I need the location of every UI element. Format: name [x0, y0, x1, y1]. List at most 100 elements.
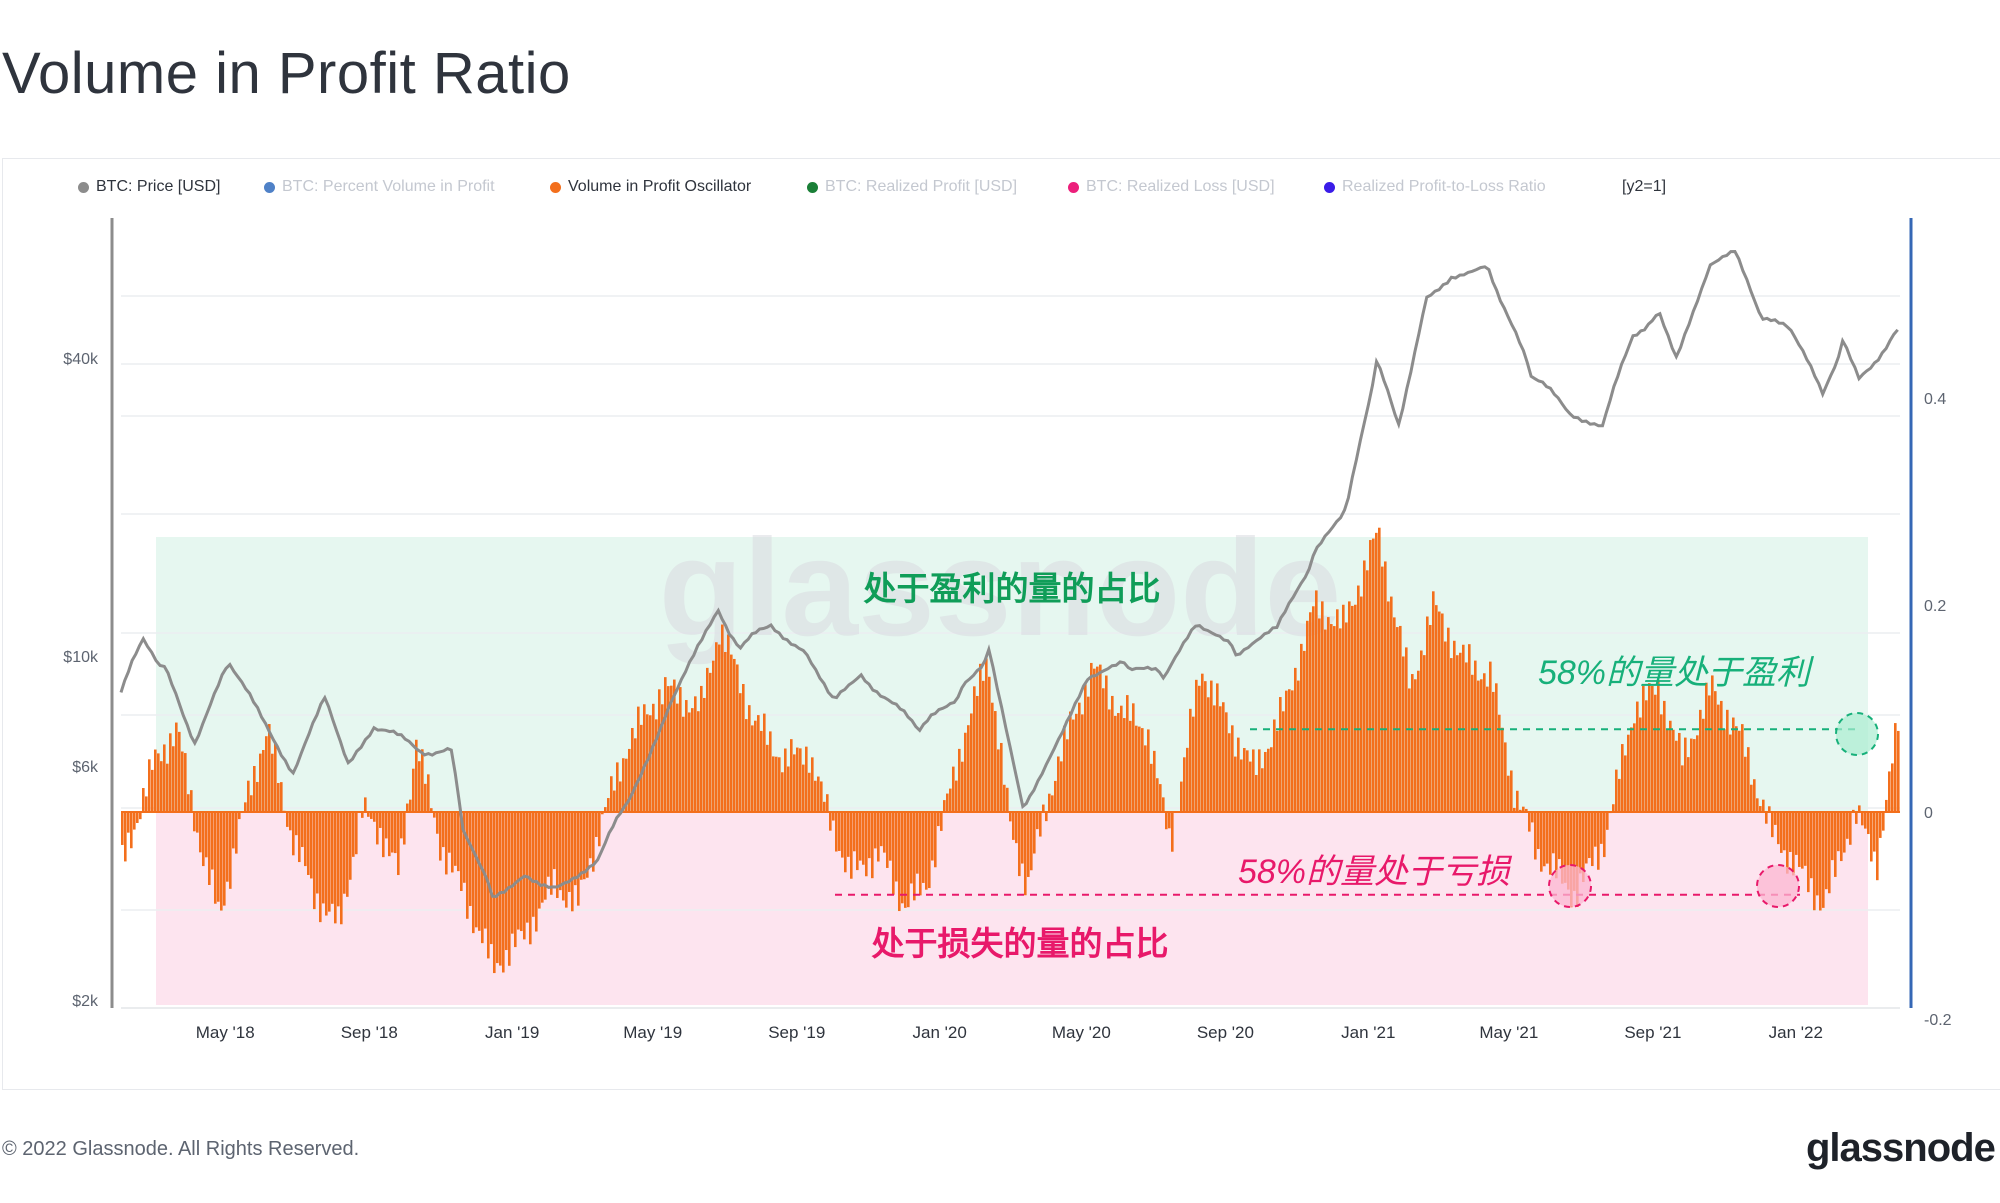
oscillator-bar	[811, 757, 814, 812]
oscillator-bar	[298, 812, 301, 863]
legend-item-y2[interactable]: [y2=1]	[1622, 178, 1666, 196]
oscillator-bar	[1495, 683, 1498, 812]
oscillator-bar	[1630, 727, 1633, 812]
oscillator-bar	[1687, 757, 1690, 812]
oscillator-bar	[256, 781, 259, 812]
oscillator-bar	[1582, 812, 1585, 883]
oscillator-bar	[994, 711, 997, 812]
oscillator-bar	[925, 812, 928, 890]
oscillator-bar	[1882, 812, 1885, 831]
oscillator-bar	[1543, 812, 1546, 867]
x-tick-label: May '21	[1479, 1023, 1538, 1042]
oscillator-bar	[199, 812, 202, 853]
oscillator-bar	[286, 812, 289, 827]
oscillator-bar	[784, 748, 787, 812]
oscillator-bar	[1078, 702, 1081, 812]
oscillator-bar	[703, 697, 706, 812]
oscillator-bar	[1756, 798, 1759, 812]
legend-item-pl-ratio[interactable]: Realized Profit-to-Loss Ratio	[1324, 178, 1546, 196]
oscillator-bar	[346, 812, 349, 897]
profit-58-label: 58%的量处于盈利	[1538, 654, 1815, 692]
oscillator-bar	[1252, 749, 1255, 812]
oscillator-bar	[1711, 675, 1714, 812]
oscillator-bar	[166, 763, 169, 812]
oscillator-bar	[1876, 812, 1879, 881]
oscillator-bar	[601, 812, 604, 815]
oscillator-bar	[1159, 784, 1162, 812]
oscillator-bar	[778, 757, 781, 812]
oscillator-bar	[895, 812, 898, 882]
oscillator-bar	[1225, 712, 1228, 812]
oscillator-bar	[1510, 770, 1513, 812]
oscillator-bar	[1648, 683, 1651, 812]
oscillator-bar	[1654, 694, 1657, 812]
oscillator-bar	[1198, 685, 1201, 812]
oscillator-bar	[694, 696, 697, 812]
oscillator-bar	[1033, 812, 1036, 854]
legend-item-realized-loss[interactable]: BTC: Realized Loss [USD]	[1068, 178, 1275, 196]
oscillator-bar	[1552, 812, 1555, 854]
oscillator-bar	[295, 812, 298, 836]
oscillator-bar	[178, 731, 181, 812]
oscillator-bar	[1747, 747, 1750, 812]
oscillator-bar	[1330, 624, 1333, 812]
oscillator-bar	[1894, 723, 1897, 812]
oscillator-bar	[1366, 570, 1369, 812]
oscillator-bar	[823, 801, 826, 812]
oscillator-bar	[1231, 725, 1234, 812]
oscillator-bar	[127, 812, 130, 833]
oscillator-bar	[838, 812, 841, 851]
oscillator-bar	[1771, 812, 1774, 838]
legend-item-oscillator[interactable]: Volume in Profit Oscillator	[550, 178, 751, 196]
oscillator-bar	[1318, 618, 1321, 812]
oscillator-bar	[451, 812, 454, 873]
legend-item-percent-volume[interactable]: BTC: Percent Volume in Profit	[264, 178, 495, 196]
oscillator-bar	[412, 768, 415, 812]
oscillator-bar	[1804, 812, 1807, 866]
legend-label: [y2=1]	[1622, 178, 1667, 195]
oscillator-bar	[514, 812, 517, 948]
oscillator-bar	[1009, 812, 1012, 822]
oscillator-bar	[211, 812, 214, 870]
oscillator-bar	[484, 812, 487, 929]
oscillator-bar	[1549, 812, 1552, 875]
oscillator-bar	[1048, 793, 1051, 812]
oscillator-bar	[1156, 778, 1159, 812]
oscillator-bar	[373, 812, 376, 822]
oscillator-bar	[1204, 681, 1207, 812]
oscillator-bar	[1012, 812, 1015, 840]
oscillator-bar	[400, 812, 403, 839]
oscillator-bar	[1888, 771, 1891, 812]
oscillator-bar	[538, 812, 541, 909]
oscillator-bar	[1075, 713, 1078, 812]
oscillator-bar	[397, 812, 400, 876]
oscillator-bar	[460, 812, 463, 891]
oscillator-bar	[1660, 714, 1663, 812]
oscillator-bar	[1753, 779, 1756, 812]
y-left-tick-label: $40k	[63, 351, 99, 368]
oscillator-bar	[997, 749, 1000, 812]
oscillator-bar	[121, 812, 124, 845]
oscillator-bar	[1132, 703, 1135, 812]
oscillator-bar	[1855, 812, 1858, 824]
oscillator-bar	[481, 812, 484, 944]
oscillator-bar	[1867, 812, 1870, 835]
legend-item-btc-price[interactable]: BTC: Price [USD]	[78, 178, 220, 196]
oscillator-bar	[364, 797, 367, 812]
oscillator-bar	[1819, 812, 1822, 911]
oscillator-bar	[172, 746, 175, 812]
oscillator-bar	[1279, 697, 1282, 812]
loss-zone-label: 处于损失的量的占比	[871, 925, 1169, 962]
legend-label: BTC: Realized Profit [USD]	[825, 178, 1018, 195]
oscillator-bar	[217, 812, 220, 902]
x-tick-label: Sep '19	[768, 1023, 825, 1042]
oscillator-bar	[1546, 812, 1549, 864]
oscillator-bar	[1372, 538, 1375, 812]
oscillator-bar	[637, 706, 640, 812]
oscillator-bar	[1315, 590, 1318, 812]
legend-item-realized-profit[interactable]: BTC: Realized Profit [USD]	[807, 178, 1017, 196]
oscillator-bar	[1399, 625, 1402, 812]
oscillator-bar	[310, 812, 313, 879]
oscillator-bar	[697, 711, 700, 812]
oscillator-bar	[1096, 666, 1099, 812]
